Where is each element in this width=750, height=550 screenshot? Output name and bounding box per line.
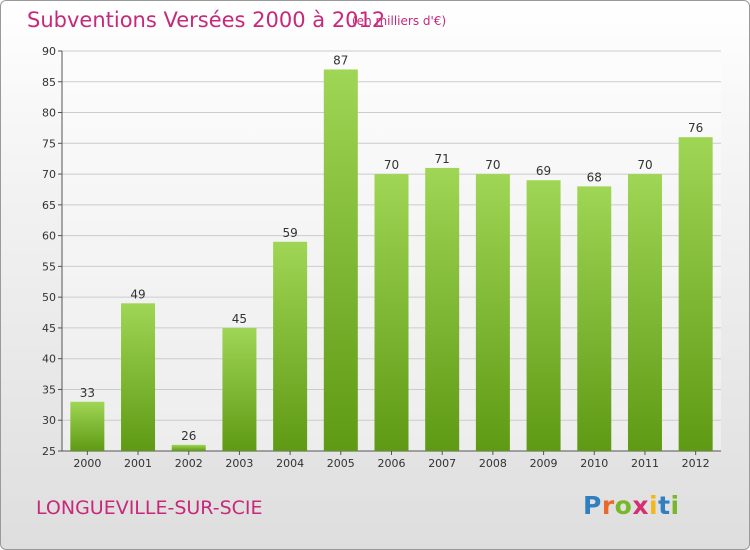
y-tick-label: 40 — [42, 353, 56, 366]
y-tick-label: 55 — [42, 260, 56, 273]
x-tick-label: 2006 — [378, 457, 406, 470]
bar — [323, 69, 358, 451]
chart-subtitle: (en milliers d'€) — [352, 14, 447, 28]
y-tick-label: 80 — [42, 107, 56, 120]
logo-letter: i — [670, 491, 680, 520]
y-tick-label: 35 — [42, 383, 56, 396]
y-tick-label: 65 — [42, 199, 56, 212]
bar — [577, 186, 612, 451]
logo-letter: P — [583, 491, 602, 520]
y-tick-label: 85 — [42, 76, 56, 89]
data-label: 70 — [384, 158, 399, 172]
data-label: 68 — [587, 170, 602, 184]
bar — [171, 444, 206, 451]
x-tick-label: 2004 — [276, 457, 304, 470]
bar — [70, 401, 105, 451]
bar — [374, 174, 409, 452]
logo-letter: r — [601, 491, 615, 520]
x-tick-label: 2000 — [73, 457, 101, 470]
logo-letter: o — [614, 491, 633, 520]
y-tick-label: 60 — [42, 230, 56, 243]
data-label: 49 — [130, 287, 145, 301]
bar — [627, 174, 662, 452]
chart-title: Subventions Versées 2000 à 2012 — [27, 8, 386, 32]
x-tick-label: 2005 — [327, 457, 355, 470]
data-label: 69 — [536, 164, 551, 178]
x-tick-label: 2009 — [530, 457, 558, 470]
data-label: 59 — [282, 226, 297, 240]
y-tick-label: 25 — [42, 445, 56, 458]
data-label: 70 — [485, 158, 500, 172]
x-tick-label: 2003 — [225, 457, 253, 470]
y-tick-label: 70 — [42, 168, 56, 181]
x-tick-label: 2002 — [175, 457, 203, 470]
bar — [222, 327, 257, 451]
bar — [121, 303, 156, 451]
y-tick-label: 45 — [42, 322, 56, 335]
y-tick-label: 90 — [42, 45, 56, 58]
data-label: 33 — [80, 386, 95, 400]
commune-name: LONGUEVILLE-SUR-SCIE — [36, 497, 263, 519]
data-label: 26 — [181, 429, 196, 443]
y-tick-label: 75 — [42, 137, 56, 150]
x-tick-label: 2011 — [631, 457, 659, 470]
logo-letter: i — [649, 491, 659, 520]
x-tick-label: 2012 — [682, 457, 710, 470]
data-label: 71 — [435, 152, 450, 166]
bar — [526, 180, 561, 451]
bar — [678, 137, 713, 451]
logo-letter: x — [632, 491, 649, 520]
data-label: 45 — [232, 312, 247, 326]
data-label: 76 — [688, 121, 703, 135]
y-tick-label: 50 — [42, 291, 56, 304]
bar — [475, 174, 510, 452]
proxiti-logo[interactable]: Proxiti — [583, 491, 680, 520]
logo-letter: t — [658, 491, 671, 520]
data-label: 87 — [333, 53, 348, 67]
y-tick-label: 30 — [42, 414, 56, 427]
x-tick-label: 2007 — [428, 457, 456, 470]
x-tick-label: 2001 — [124, 457, 152, 470]
x-tick-label: 2010 — [580, 457, 608, 470]
bar — [425, 167, 460, 451]
x-tick-label: 2008 — [479, 457, 507, 470]
data-label: 70 — [637, 158, 652, 172]
bar — [273, 241, 308, 451]
